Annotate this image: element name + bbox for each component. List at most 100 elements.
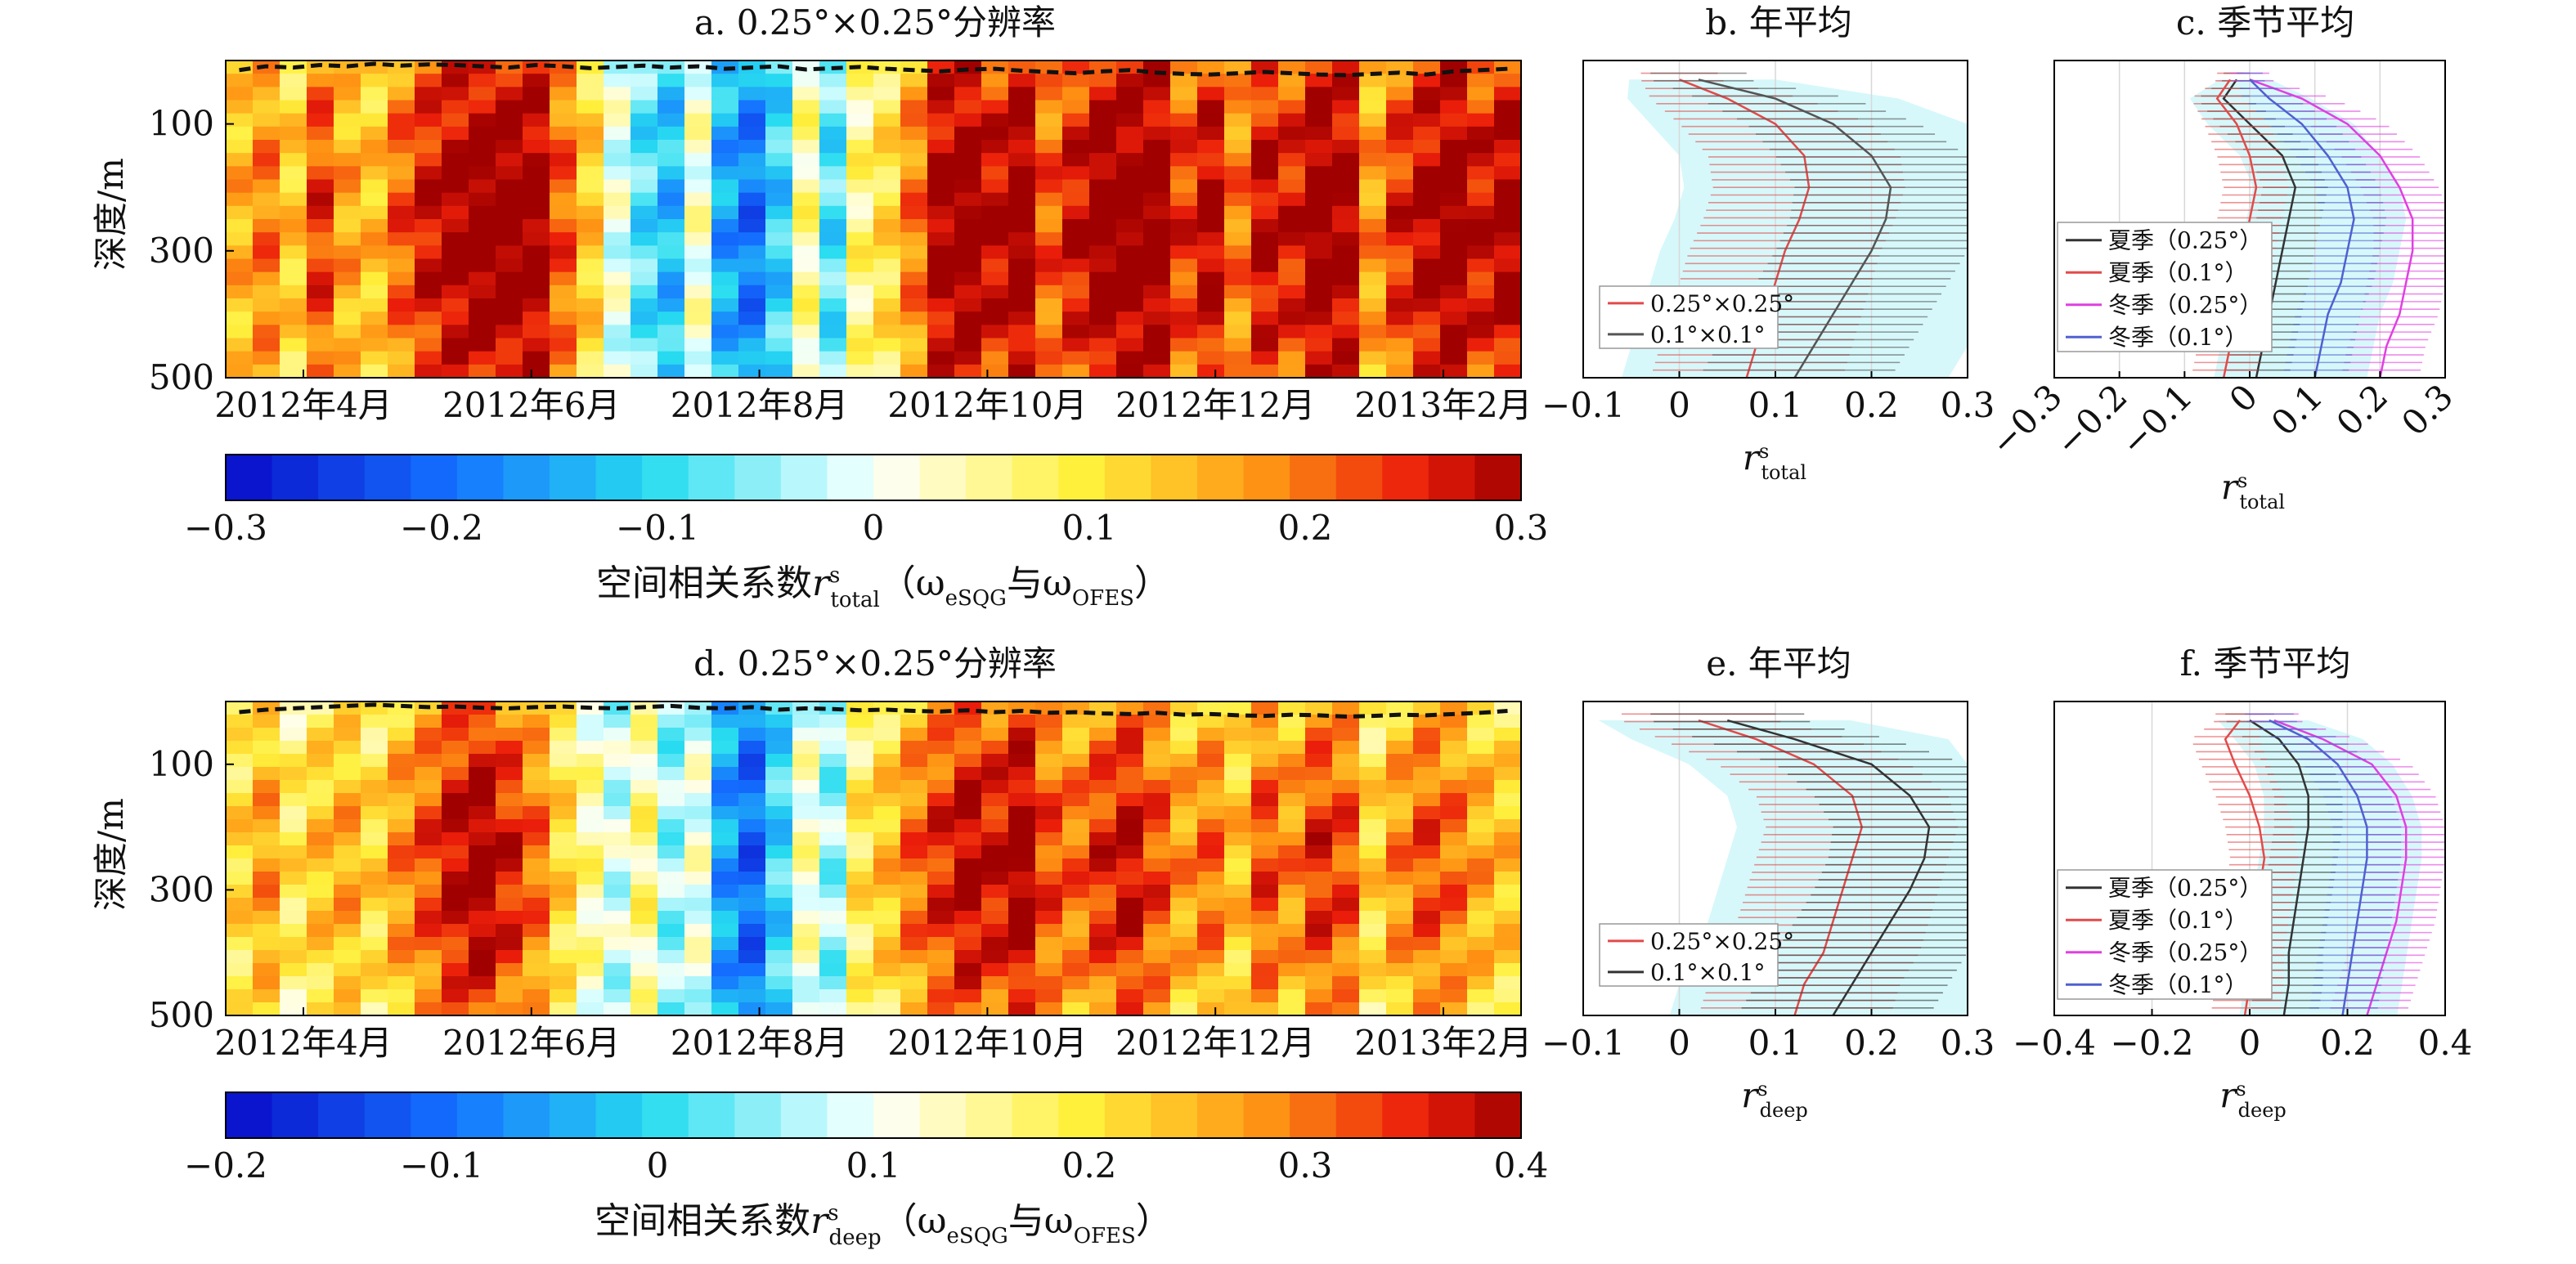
heatmap-cell (1278, 819, 1306, 833)
heatmap-cell (1224, 166, 1252, 181)
heatmap-cell (1305, 126, 1333, 141)
heatmap-cell (577, 364, 604, 379)
heatmap-cell (792, 205, 820, 220)
heatmap-cell (1440, 338, 1468, 352)
heatmap-cell (1413, 364, 1441, 379)
heatmap-cell (334, 1002, 361, 1016)
heatmap-cell (550, 166, 577, 181)
heatmap-cell (927, 963, 955, 977)
heatmap-cell (1332, 100, 1360, 114)
heatmap-cell (1170, 166, 1198, 181)
heatmap-cell (684, 937, 712, 951)
heatmap-cell (1116, 885, 1144, 899)
heatmap-cell (469, 113, 496, 128)
heatmap-cell (1170, 858, 1198, 872)
heatmap-cell (1278, 100, 1306, 114)
heatmap-cell (1170, 976, 1198, 990)
heatmap-cell (1062, 924, 1090, 938)
heatmap-cell (1278, 87, 1306, 101)
heatmap-cell (442, 87, 469, 101)
heatmap-cell (1413, 351, 1441, 365)
heatmap-cell (1170, 298, 1198, 312)
heatmap-cell (388, 911, 415, 925)
heatmap-cell (1305, 100, 1333, 114)
heatmap-cell (900, 872, 928, 885)
heatmap-cell (846, 845, 874, 859)
heatmap-cell (388, 325, 415, 339)
heatmap-cell (604, 232, 631, 247)
heatmap-cell (1008, 351, 1036, 365)
heatmap-cell (1224, 885, 1252, 899)
heatmap-cell (1278, 872, 1306, 885)
heatmap-cell (819, 219, 847, 233)
heatmap-cell (1116, 950, 1144, 964)
heatmap-cell (927, 793, 955, 807)
profile-e: −0.1 0 0.1 0.2 0.30.25°×0.25°0.1°×0.1° (1542, 701, 1995, 1063)
heatmap-cell (1062, 963, 1090, 977)
colorbar-segment (456, 455, 505, 500)
heatmap-cell (631, 271, 658, 286)
heatmap-cell (307, 832, 334, 846)
x-tick-label: 2012年10月 (887, 1023, 1087, 1063)
heatmap-cell (1224, 192, 1252, 207)
x-tick-label: 0.1 (1748, 385, 1803, 425)
heatmap-cell (1467, 976, 1495, 990)
heatmap-cell (631, 87, 658, 101)
heatmap-cell (631, 219, 658, 233)
legend-label: 夏季（0.1°） (2108, 259, 2248, 286)
heatmap-cell (1332, 754, 1360, 768)
heatmap-cell (361, 245, 388, 260)
heatmap-cell (1035, 179, 1063, 194)
heatmap-cell (1035, 113, 1063, 128)
heatmap-cell (738, 911, 766, 925)
heatmap-cell (604, 911, 631, 925)
heatmap-cell (1143, 819, 1171, 833)
legend-box (2057, 222, 2273, 352)
heatmap-cell (1413, 885, 1441, 899)
heatmap-cell (1386, 715, 1414, 728)
heatmap-cell (1224, 113, 1252, 128)
heatmap-cell (1251, 741, 1279, 755)
heatmap-cell (954, 872, 982, 885)
heatmap-cell (307, 872, 334, 885)
heatmap-cell (1062, 780, 1090, 794)
heatmap-cell (253, 950, 280, 964)
heatmap-cell (1008, 205, 1036, 220)
heatmap-cell (1035, 898, 1063, 912)
heatmap-cell (1278, 113, 1306, 128)
heatmap-cell (631, 767, 658, 781)
heatmap-cell (765, 126, 793, 141)
colorbar-segment (456, 1092, 505, 1138)
heatmap-cell (442, 872, 469, 885)
heatmap-cell (496, 166, 523, 181)
heatmap-cell (523, 140, 550, 154)
heatmap-cell (657, 937, 685, 951)
heatmap-cell (1170, 126, 1198, 141)
heatmap-cell (1386, 325, 1414, 339)
heatmap-cell (1278, 885, 1306, 899)
heatmap-cell (577, 832, 604, 846)
heatmap-cell (1413, 754, 1441, 768)
colorbar-segment (226, 455, 273, 500)
heatmap-cell (334, 976, 361, 990)
heatmap-cell (900, 113, 928, 128)
heatmap-cell (684, 312, 712, 326)
heatmap-cell (1197, 963, 1225, 977)
heatmap-cell (307, 819, 334, 833)
heatmap-cell (280, 715, 307, 728)
heatmap-cell (469, 140, 496, 154)
heatmap-cell (442, 312, 469, 326)
heatmap-cell (1467, 806, 1495, 820)
heatmap-cell (1251, 911, 1279, 925)
heatmap-cell (1278, 351, 1306, 365)
heatmap-cell (738, 232, 766, 247)
heatmap-cell (1251, 285, 1279, 299)
heatmap-cell (550, 715, 577, 728)
heatmap-cell (1224, 819, 1252, 833)
heatmap-cell (523, 741, 550, 755)
heatmap-cell (792, 924, 820, 938)
heatmap-cell (496, 976, 523, 990)
heatmap-cell (1305, 245, 1333, 260)
heatmap-cell (1332, 179, 1360, 194)
heatmap-cell (1332, 911, 1360, 925)
